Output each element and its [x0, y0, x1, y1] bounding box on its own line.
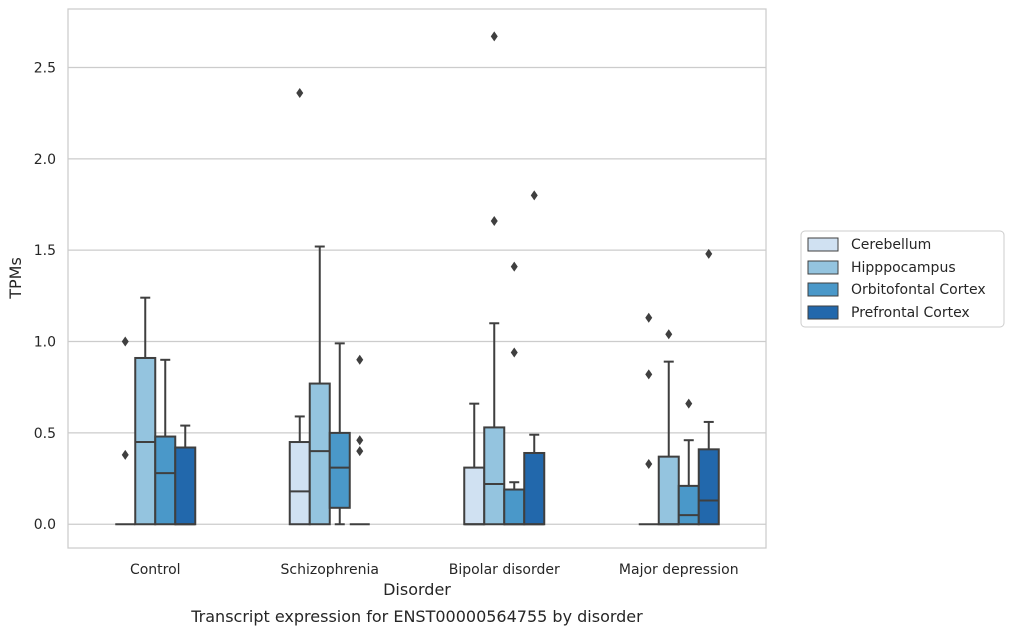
- box-prefrontal-cortex: [349, 354, 370, 526]
- x-tick-label: Bipolar disorder: [449, 562, 560, 578]
- box-body: [697, 448, 720, 526]
- boxes: [115, 31, 720, 526]
- outlier-point: [665, 329, 673, 340]
- box-body: [328, 431, 351, 509]
- legend-label-hippocampus: Hipppocampus: [851, 260, 956, 276]
- box-hipppocampus: [483, 31, 506, 526]
- outlier-point: [121, 336, 129, 347]
- y-tick-label: 0.5: [34, 426, 56, 442]
- y-tick-label: 2.0: [34, 152, 56, 168]
- box-hipppocampus: [134, 296, 157, 526]
- box-body: [308, 382, 331, 526]
- box-body: [523, 451, 546, 526]
- outlier-point: [356, 446, 364, 457]
- legend: Cerebellum Hipppocampus Orbitofontal Cor…: [800, 230, 1005, 328]
- box-orbitofontal-cortex: [328, 342, 351, 526]
- outlier-point: [685, 398, 693, 409]
- box-orbitofontal-cortex: [503, 261, 526, 526]
- box-body: [288, 441, 311, 526]
- outlier-point: [645, 458, 653, 469]
- box-body: [677, 484, 700, 526]
- y-tick-label: 1.5: [34, 243, 56, 259]
- outlier-point: [510, 261, 518, 272]
- legend-label-orbitofrontal: Orbitofontal Cortex: [851, 282, 986, 298]
- box-prefrontal-cortex: [174, 424, 197, 526]
- box-cerebellum: [288, 88, 311, 526]
- x-tick-label: Schizophrenia: [281, 562, 379, 578]
- legend-swatch-cerebellum: [807, 237, 839, 252]
- legend-swatch-prefrontal: [807, 305, 839, 320]
- box-body: [483, 426, 506, 526]
- legend-label-prefrontal: Prefrontal Cortex: [851, 305, 970, 321]
- outlier-point: [490, 215, 498, 226]
- box-orbitofontal-cortex: [154, 358, 177, 526]
- outlier-point: [296, 88, 304, 99]
- legend-frame: [800, 230, 1005, 328]
- box-cerebellum: [115, 336, 136, 526]
- axis-ticks: 0.0 0.5 1.0 1.5 2.0 2.5 Control Schizophrenia Bi…: [34, 60, 739, 578]
- y-tick-label: 1.0: [34, 335, 56, 351]
- outlier-point: [510, 347, 518, 358]
- figure-caption: Transcript expression for ENST0000056475…: [190, 607, 643, 626]
- outlier-point: [121, 449, 129, 460]
- plot-frame: [67, 8, 767, 549]
- box-cerebellum: [638, 312, 659, 526]
- legend-swatch-hippocampus: [807, 260, 839, 275]
- x-axis-title: Disorder: [383, 580, 451, 599]
- box-body: [154, 435, 177, 526]
- box-body: [657, 455, 680, 526]
- box-hipppocampus: [308, 245, 331, 526]
- y-tick-label: 2.5: [34, 60, 56, 76]
- x-tick-label: Major depression: [619, 562, 739, 578]
- outlier-point: [356, 354, 364, 365]
- outlier-point: [705, 248, 713, 259]
- y-axis-title: TPMs: [6, 257, 25, 300]
- outlier-point: [530, 190, 538, 201]
- outlier-point: [356, 435, 364, 446]
- x-tick-label: Control: [130, 562, 181, 578]
- box-prefrontal-cortex: [523, 190, 546, 526]
- box-orbitofontal-cortex: [677, 398, 700, 526]
- outlier-point: [490, 31, 498, 42]
- box-body: [463, 466, 486, 526]
- box-cerebellum: [463, 402, 486, 526]
- box-hipppocampus: [657, 329, 680, 526]
- outlier-point: [645, 369, 653, 380]
- legend-swatch-orbitofrontal: [807, 282, 839, 297]
- legend-label-cerebellum: Cerebellum: [851, 237, 931, 253]
- outlier-point: [645, 312, 653, 323]
- y-tick-label: 0.0: [34, 517, 56, 533]
- box-prefrontal-cortex: [697, 248, 720, 526]
- box-body: [174, 446, 197, 526]
- box-body: [503, 488, 526, 526]
